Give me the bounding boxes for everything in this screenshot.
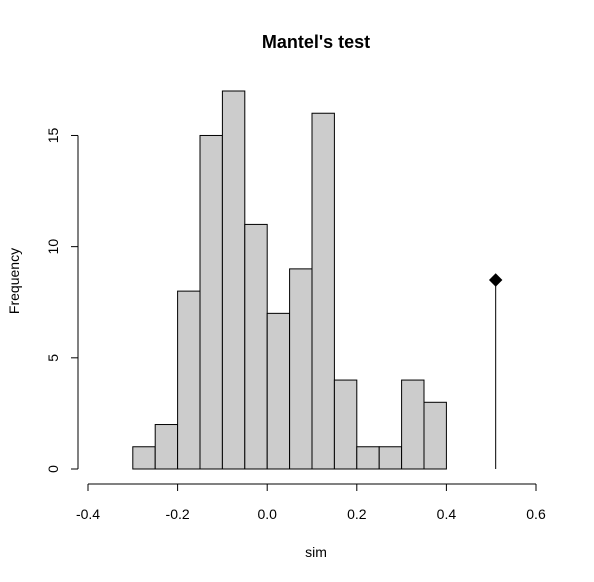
x-tick-label-0: -0.4	[76, 506, 100, 522]
y-tick-label-0: 0	[45, 465, 61, 473]
histogram-bars	[132, 90, 447, 470]
x-tick-label-1: -0.2	[166, 506, 190, 522]
histogram-bar-2	[177, 290, 201, 470]
histogram-bar-10	[356, 446, 380, 470]
histogram-bar-3	[199, 134, 223, 470]
histogram-bar-0	[132, 446, 156, 470]
histogram-bar-11	[378, 446, 403, 470]
observed-diamond	[488, 273, 503, 287]
histogram-bar-1	[154, 424, 179, 470]
chart-title: Mantel's test	[262, 32, 370, 52]
y-tick-label-2: 10	[45, 239, 61, 255]
x-tick-label-3: 0.2	[347, 506, 367, 522]
observed-statistic-marker	[488, 273, 503, 469]
x-tick-label-2: 0.0	[257, 506, 277, 522]
histogram-bar-4	[221, 90, 246, 470]
histogram-bar-6	[266, 312, 291, 470]
y-tick-label-1: 5	[45, 354, 61, 362]
histogram-bar-12	[401, 379, 425, 470]
y-tick-label-3: 15	[45, 127, 61, 143]
histogram-bar-13	[423, 401, 447, 470]
histogram-bar-5	[244, 223, 268, 470]
x-axis-label: sim	[305, 544, 327, 560]
y-axis: 0 5 10 15	[45, 127, 79, 473]
histogram-bar-7	[289, 268, 313, 470]
histogram-bar-8	[311, 112, 335, 470]
x-tick-label-4: 0.4	[437, 506, 457, 522]
x-axis: -0.4 -0.2 0.0 0.2 0.4 0.6	[76, 483, 546, 522]
x-tick-label-5: 0.6	[526, 506, 546, 522]
y-axis-label: Frequency	[6, 248, 22, 314]
histogram-bar-9	[333, 379, 358, 470]
